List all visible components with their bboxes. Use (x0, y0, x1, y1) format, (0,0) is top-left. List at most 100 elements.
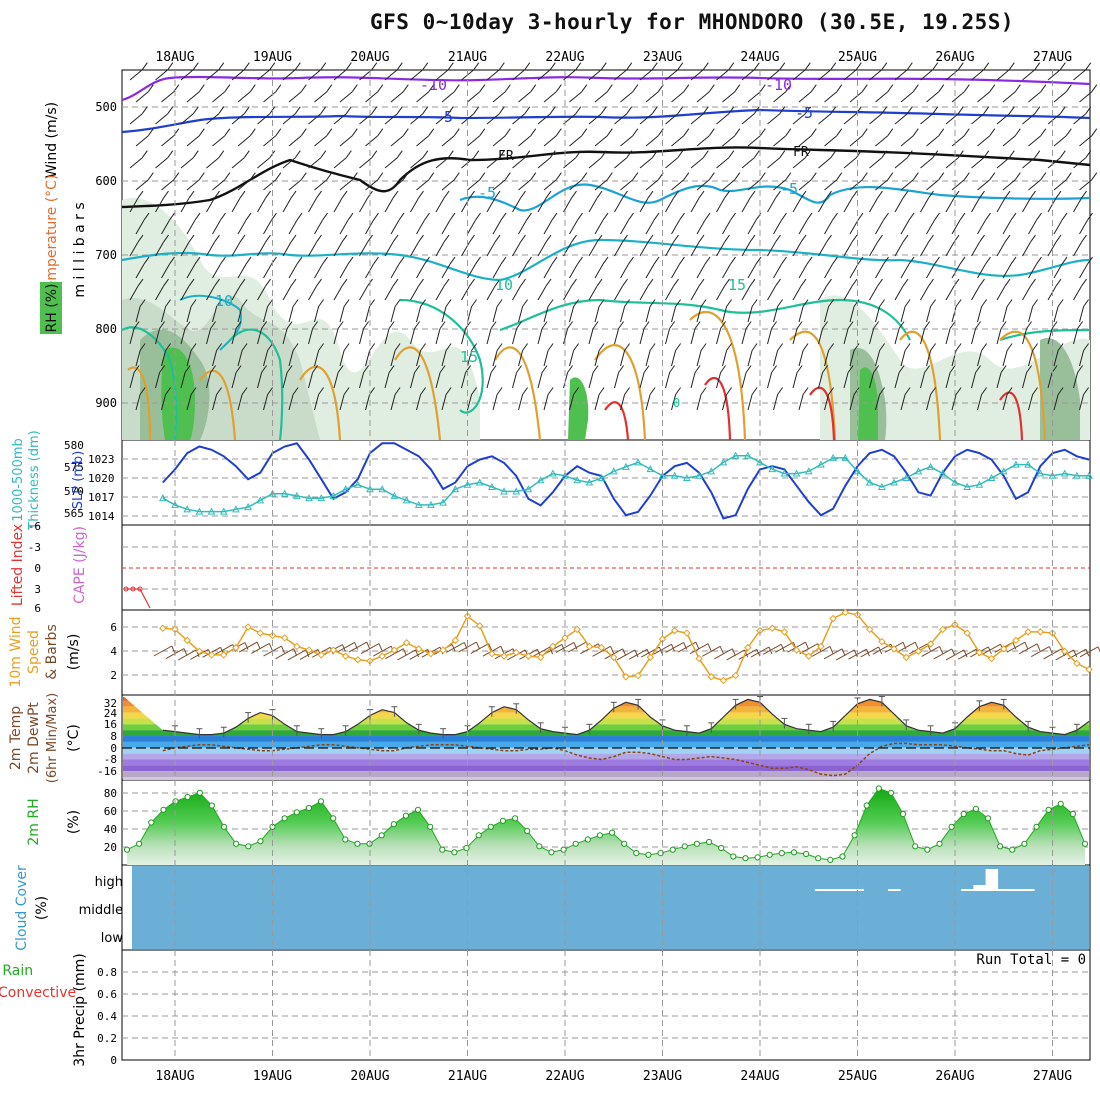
wind-barb-flag (887, 84, 894, 92)
thickness-marker (439, 498, 447, 506)
rh2m-label: 2m RH (26, 798, 42, 845)
thickness-label-2: Thickness (dm) (27, 430, 42, 530)
precip-tick: 0.2 (97, 1032, 117, 1045)
wind10-barb (762, 643, 782, 655)
wind-barb (900, 263, 910, 279)
rh2m-marker (572, 840, 579, 847)
wind-barb-flag (771, 365, 778, 373)
wind-barb-flag (275, 172, 282, 180)
wind-barb (1073, 372, 1079, 389)
date-label-bottom: 19AUG (253, 1069, 292, 1084)
wind-barb-flag (500, 256, 507, 265)
wind-barb (620, 306, 626, 323)
wind-barb (926, 219, 935, 235)
wind-barb-flag (143, 212, 150, 221)
wind-barb-flag (337, 365, 344, 373)
thickness-marker (646, 465, 655, 473)
wind-barb (1028, 263, 1037, 279)
wind-barb (212, 91, 226, 103)
wind-barb-flag (214, 190, 220, 199)
thickness-marker (926, 462, 935, 470)
wind-barb-flag (1032, 387, 1039, 395)
wind-barb-flag (983, 62, 990, 70)
wind-barb (798, 394, 804, 411)
wind-barb-flag (265, 190, 271, 199)
wind-barb-flag (163, 234, 169, 243)
wind-barb (588, 285, 598, 301)
wind10-barb (616, 649, 636, 661)
wind-barb-flag (194, 212, 201, 221)
temp-label-2: 2m DewPt (26, 702, 42, 774)
wind-barb-flag (1059, 106, 1066, 114)
wind-barb-flag (218, 62, 225, 70)
wind-barb-flag (530, 84, 537, 92)
precip-label-1: Total / Rain (0, 963, 33, 979)
wind-barb (543, 91, 557, 103)
wind-barb (135, 350, 141, 367)
wind-barb (1002, 135, 1016, 147)
wind-barb-flag (730, 256, 736, 265)
wind-barb-flag (779, 62, 786, 70)
wind-barb (1022, 372, 1028, 389)
wind-barb-flag (928, 190, 934, 199)
wind-barb (588, 69, 602, 81)
rh2m-marker (196, 789, 203, 796)
wind-barb-flag (1008, 150, 1015, 158)
wind-barb (665, 157, 679, 169)
wind-barb (767, 241, 776, 257)
cloud-label: Cloud Cover (14, 865, 30, 951)
wind-barb (518, 219, 527, 235)
wind-barb (671, 219, 680, 235)
wind-barb (875, 350, 881, 367)
wind10-barb-flag (719, 646, 724, 654)
wind10-marker (402, 639, 411, 647)
wind10-markers (159, 608, 1093, 685)
thickness-marker (622, 462, 630, 470)
temp-minmax-bars (172, 695, 1080, 739)
thickness-tick: 570 (64, 485, 84, 498)
wind-barb (741, 197, 751, 213)
wind-barb (792, 157, 806, 169)
wind-barb (798, 219, 808, 235)
wind10-marker (780, 628, 789, 636)
wind-barb-flag (836, 172, 843, 180)
wind-barb-flag (1055, 190, 1062, 199)
wind10-marker (695, 654, 703, 663)
wind-barb (537, 285, 547, 301)
wind10-barb-flag (829, 646, 834, 654)
wind-barb-flag (881, 150, 888, 158)
wind-barb-flag (596, 190, 603, 199)
temp-tick: 0 (110, 742, 117, 755)
wind-barb-flag (347, 212, 354, 221)
wind-barb (792, 113, 806, 125)
wind-barb-flag (577, 212, 583, 221)
wind-barb (639, 372, 645, 389)
wind-barb (1053, 263, 1063, 279)
wind-barb-flag (551, 256, 558, 265)
wind-barb-flag (216, 299, 223, 307)
rh2m-marker (706, 838, 713, 846)
wind-barb-flag (292, 387, 299, 395)
wind-barb (639, 157, 653, 169)
rh2m-marker (148, 819, 155, 826)
rh2m-marker (984, 815, 992, 822)
cloud-level-middle: middle (79, 903, 123, 918)
wind-barb (747, 135, 761, 147)
wind-barb (741, 157, 755, 169)
wind-barb (563, 69, 577, 81)
wind10-barb (287, 649, 307, 661)
wind-barb (951, 179, 965, 191)
wind-barb (1047, 69, 1061, 81)
wind-barb-flag (190, 299, 197, 307)
wind-barb (155, 328, 161, 345)
wind-barb-flag (1008, 106, 1015, 114)
wind-barb-flag (810, 128, 817, 136)
wind-barb-flag (598, 343, 605, 351)
wind-barb (308, 157, 322, 169)
wind-barb (569, 179, 583, 191)
wind-barb (263, 135, 277, 147)
wind10-barb-flag (305, 649, 310, 658)
wind-barb (339, 179, 353, 191)
rh2m-marker (912, 843, 919, 850)
contour-15 (121, 298, 1091, 441)
